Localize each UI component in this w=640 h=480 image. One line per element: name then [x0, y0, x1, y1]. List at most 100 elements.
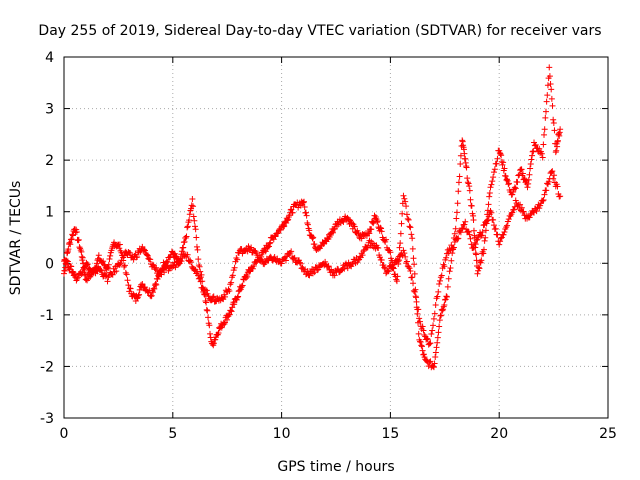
data-point	[163, 258, 170, 265]
data-point	[300, 199, 307, 206]
data-point	[116, 241, 123, 248]
data-point	[284, 217, 291, 224]
data-point	[528, 156, 535, 163]
data-point	[426, 340, 433, 347]
data-point	[301, 198, 308, 205]
data-point	[231, 264, 238, 271]
data-point	[480, 222, 487, 229]
data-point	[310, 234, 317, 241]
data-point	[304, 268, 311, 275]
data-point	[436, 280, 443, 287]
data-point	[267, 239, 274, 246]
data-point	[413, 298, 420, 305]
data-point	[531, 209, 538, 216]
data-point	[125, 282, 132, 289]
data-point	[325, 263, 332, 270]
data-point	[143, 251, 150, 258]
data-point	[502, 173, 509, 180]
data-point	[190, 203, 197, 210]
data-point	[409, 235, 416, 242]
data-point	[360, 248, 367, 255]
data-point	[121, 263, 128, 270]
data-point	[345, 216, 352, 223]
data-point	[430, 364, 437, 371]
data-point	[529, 152, 536, 159]
data-point	[550, 116, 557, 123]
data-point	[431, 310, 438, 317]
data-point	[437, 277, 444, 284]
data-point	[324, 235, 331, 242]
data-point	[82, 276, 89, 283]
data-point	[358, 235, 365, 242]
axis-ticks: 0 5 10 15 20 25 -3 -2 -1 0 1 2 3 4	[40, 50, 617, 442]
x-tick-label: 10	[273, 426, 291, 442]
data-point	[239, 282, 246, 289]
data-point	[320, 240, 327, 247]
data-point	[525, 176, 532, 183]
data-point	[408, 231, 415, 238]
data-point	[467, 235, 474, 242]
data-point	[226, 288, 233, 295]
data-point	[527, 161, 534, 168]
y-tick-label: 2	[45, 153, 54, 169]
data-point	[229, 272, 236, 279]
data-point	[415, 306, 422, 313]
data-point	[490, 169, 497, 176]
data-point	[409, 245, 416, 252]
data-point	[557, 126, 564, 133]
data-point	[75, 236, 82, 243]
data-point	[512, 185, 519, 192]
data-point	[497, 238, 504, 245]
data-point	[514, 202, 521, 209]
data-point	[385, 268, 392, 275]
data-point	[505, 180, 512, 187]
data-point	[235, 293, 242, 300]
data-point	[152, 280, 159, 287]
data-point	[461, 221, 468, 228]
data-point	[223, 316, 230, 323]
data-point	[366, 230, 373, 237]
data-point	[493, 160, 500, 167]
data-point	[466, 183, 473, 190]
data-point	[459, 225, 466, 232]
data-point	[302, 209, 309, 216]
data-point	[130, 292, 137, 299]
data-point	[488, 209, 495, 216]
data-point	[197, 278, 204, 285]
data-point	[457, 152, 464, 159]
data-point	[553, 147, 560, 154]
data-point	[400, 192, 407, 199]
data-point	[363, 244, 370, 251]
data-point	[266, 240, 273, 247]
data-point	[455, 235, 462, 242]
data-point	[467, 196, 474, 203]
data-point	[194, 268, 201, 275]
data-point	[527, 211, 534, 218]
data-point	[441, 301, 448, 308]
data-point	[278, 260, 285, 267]
data-point	[452, 225, 459, 232]
data-point	[76, 244, 83, 251]
data-point	[450, 244, 457, 251]
data-point	[207, 330, 214, 337]
data-point	[279, 222, 286, 229]
data-point	[466, 231, 473, 238]
data-point	[512, 197, 519, 204]
data-point	[368, 226, 375, 233]
data-point	[543, 187, 550, 194]
data-point	[551, 172, 558, 179]
data-point	[542, 108, 549, 115]
data-point	[236, 287, 243, 294]
data-point	[351, 223, 358, 230]
data-point	[141, 246, 148, 253]
data-point	[490, 174, 497, 181]
data-point	[548, 168, 555, 175]
grid-lines	[64, 57, 608, 418]
data-point	[491, 166, 498, 173]
data-point	[73, 229, 80, 236]
data-point	[517, 167, 524, 174]
data-point	[541, 131, 548, 138]
data-point	[102, 273, 109, 280]
data-point	[497, 235, 504, 242]
